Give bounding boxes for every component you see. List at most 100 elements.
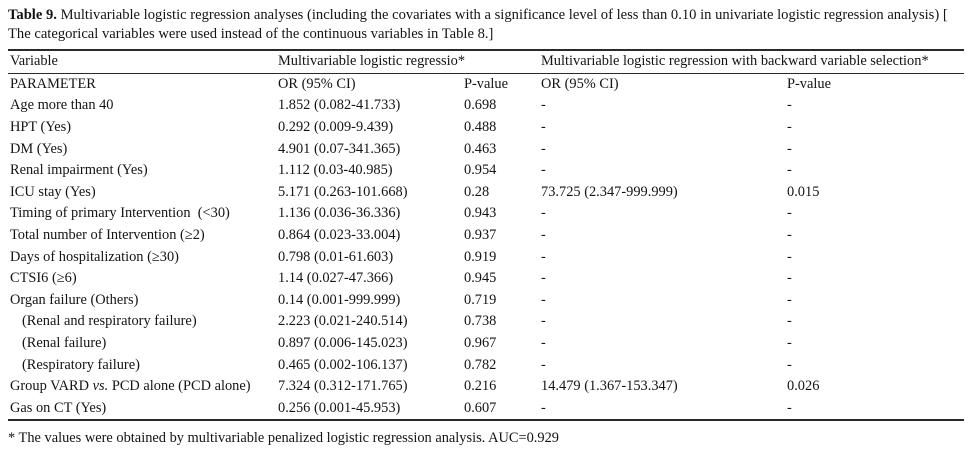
table-body: Age more than 40 1.852 (0.082-41.733) 0.…	[8, 95, 965, 422]
cell-parameter: HPT (Yes)	[10, 119, 72, 136]
cell-p1: 0.919	[464, 248, 497, 265]
cell-parameter: (Renal and respiratory failure)	[22, 313, 197, 330]
cell-p2: -	[787, 119, 792, 136]
cell-or1: 0.14 (0.001-999.999)	[278, 291, 401, 308]
table-row: (Renal and respiratory failure) 2.223 (0…	[8, 311, 964, 333]
cell-p1: 0.945	[464, 270, 497, 287]
cell-p1: 0.967	[464, 335, 497, 352]
cell-parameter: ICU stay (Yes)	[10, 183, 96, 200]
cell-p1: 0.607	[462, 397, 540, 422]
table-row: Timing of primary Intervention (<30) 1.1…	[8, 203, 964, 225]
column-header-or2: OR (95% CI)	[541, 75, 619, 92]
cell-p1: 0.943	[464, 205, 497, 222]
cell-or2: -	[541, 205, 546, 222]
cell-parameter: DM (Yes)	[10, 140, 68, 157]
cell-or2: -	[541, 140, 546, 157]
column-header-p1: P-value	[464, 75, 508, 92]
table-caption: Table 9. Multivariable logistic regressi…	[0, 0, 972, 43]
cell-p1: 0.782	[464, 356, 497, 373]
cell-parameter: Group VARD vs. PCD alone (PCD alone)	[10, 378, 251, 395]
cell-p2: -	[787, 205, 792, 222]
cell-or1: 0.256 (0.001-45.953)	[276, 397, 462, 422]
table-header: Variable Multivariable logistic regressi…	[8, 48, 965, 95]
cell-or1: 0.798 (0.01-61.603)	[278, 248, 394, 265]
cell-p1: 0.698	[464, 97, 497, 114]
cell-parameter: Timing of primary Intervention (<30)	[10, 205, 230, 222]
cell-or1: 1.136 (0.036-36.336)	[278, 205, 401, 222]
table-caption-text: Multivariable logistic regression analys…	[8, 7, 948, 42]
cell-p2: -	[785, 397, 965, 422]
table-row: Days of hospitalization (≥30) 0.798 (0.0…	[8, 246, 964, 268]
cell-p2: -	[787, 162, 792, 179]
cell-or2: -	[541, 335, 546, 352]
cell-p1: 0.954	[464, 162, 497, 179]
cell-parameter: (Renal failure)	[22, 335, 107, 352]
column-group-model2: Multivariable logistic regression with b…	[539, 48, 965, 74]
cell-p2: 0.015	[787, 183, 820, 200]
cell-p2: -	[787, 270, 792, 287]
cell-parameter: Renal impairment (Yes)	[10, 162, 148, 179]
cell-or2: -	[541, 227, 546, 244]
cell-or2: -	[541, 162, 546, 179]
table-footnote: * The values were obtained by multivaria…	[8, 430, 559, 447]
cell-or1: 1.112 (0.03-40.985)	[278, 162, 393, 179]
cell-or1: 7.324 (0.312-171.765)	[278, 378, 408, 395]
table-row: Group VARD vs. PCD alone (PCD alone) 7.3…	[8, 376, 964, 398]
table-row: Organ failure (Others) 0.14 (0.001-999.9…	[8, 290, 964, 312]
table-row: (Renal failure) 0.897 (0.006-145.023) 0.…	[8, 333, 964, 355]
cell-or1: 1.14 (0.027-47.366)	[278, 270, 394, 287]
group-header-row: Variable Multivariable logistic regressi…	[8, 48, 965, 74]
cell-p2: -	[787, 248, 792, 265]
cell-p1: 0.719	[464, 291, 497, 308]
cell-or2: -	[541, 313, 546, 330]
cell-p2: -	[787, 313, 792, 330]
cell-or2: 73.725 (2.347-999.999)	[541, 183, 678, 200]
cell-p1: 0.488	[464, 119, 497, 136]
cell-p1: 0.738	[464, 313, 497, 330]
cell-p2: -	[787, 97, 792, 114]
cell-p2: -	[787, 291, 792, 308]
subheader-row: PARAMETER OR (95% CI) P-value OR (95% CI…	[8, 73, 964, 95]
regression-table: Variable Multivariable logistic regressi…	[8, 48, 965, 422]
column-group-variable: Variable	[8, 48, 276, 74]
cell-p1: 0.216	[464, 378, 497, 395]
table-row: (Respiratory failure) 0.465 (0.002-106.1…	[8, 354, 964, 376]
cell-parameter: Organ failure (Others)	[10, 291, 139, 308]
cell-or1: 4.901 (0.07-341.365)	[278, 140, 401, 157]
cell-p2: -	[787, 227, 792, 244]
cell-p2: -	[787, 140, 792, 157]
cell-or2: -	[541, 270, 546, 287]
cell-parameter: Total number of Intervention (≥2)	[10, 227, 205, 244]
cell-p1: 0.937	[464, 227, 497, 244]
cell-or2: -	[541, 248, 546, 265]
cell-or2: -	[541, 356, 546, 373]
table-caption-label: Table 9.	[8, 7, 57, 23]
cell-p2: -	[787, 335, 792, 352]
cell-parameter: Gas on CT (Yes)	[8, 397, 276, 422]
table-row: Age more than 40 1.852 (0.082-41.733) 0.…	[8, 95, 964, 117]
cell-p1: 0.463	[464, 140, 497, 157]
table-row: DM (Yes) 4.901 (0.07-341.365) 0.463 - -	[8, 138, 964, 160]
cell-or2: -	[541, 119, 546, 136]
table-row: Total number of Intervention (≥2) 0.864 …	[8, 225, 964, 247]
table-row: ICU stay (Yes) 5.171 (0.263-101.668) 0.2…	[8, 182, 964, 204]
cell-or2: 14.479 (1.367-153.347)	[541, 378, 678, 395]
column-header-or1: OR (95% CI)	[278, 75, 356, 92]
table-row: Renal impairment (Yes) 1.112 (0.03-40.98…	[8, 160, 964, 182]
cell-or2: -	[541, 291, 546, 308]
cell-parameter: CTSI6 (≥6)	[10, 270, 77, 287]
cell-or1: 0.864 (0.023-33.004)	[278, 227, 401, 244]
cell-or1: 1.852 (0.082-41.733)	[278, 97, 401, 114]
cell-or1: 2.223 (0.021-240.514)	[278, 313, 408, 330]
cell-p2: 0.026	[787, 378, 820, 395]
cell-or1: 0.292 (0.009-9.439)	[278, 119, 394, 136]
column-group-model1: Multivariable logistic regressio*	[276, 48, 540, 74]
table-row: Gas on CT (Yes) 0.256 (0.001-45.953) 0.6…	[8, 397, 965, 422]
cell-or2: -	[541, 97, 546, 114]
cell-or1: 0.465 (0.002-106.137)	[278, 356, 408, 373]
table-row: HPT (Yes) 0.292 (0.009-9.439) 0.488 - -	[8, 117, 964, 139]
table-row: CTSI6 (≥6) 1.14 (0.027-47.366) 0.945 - -	[8, 268, 964, 290]
cell-parameter: Age more than 40	[10, 97, 114, 114]
cell-p2: -	[787, 356, 792, 373]
